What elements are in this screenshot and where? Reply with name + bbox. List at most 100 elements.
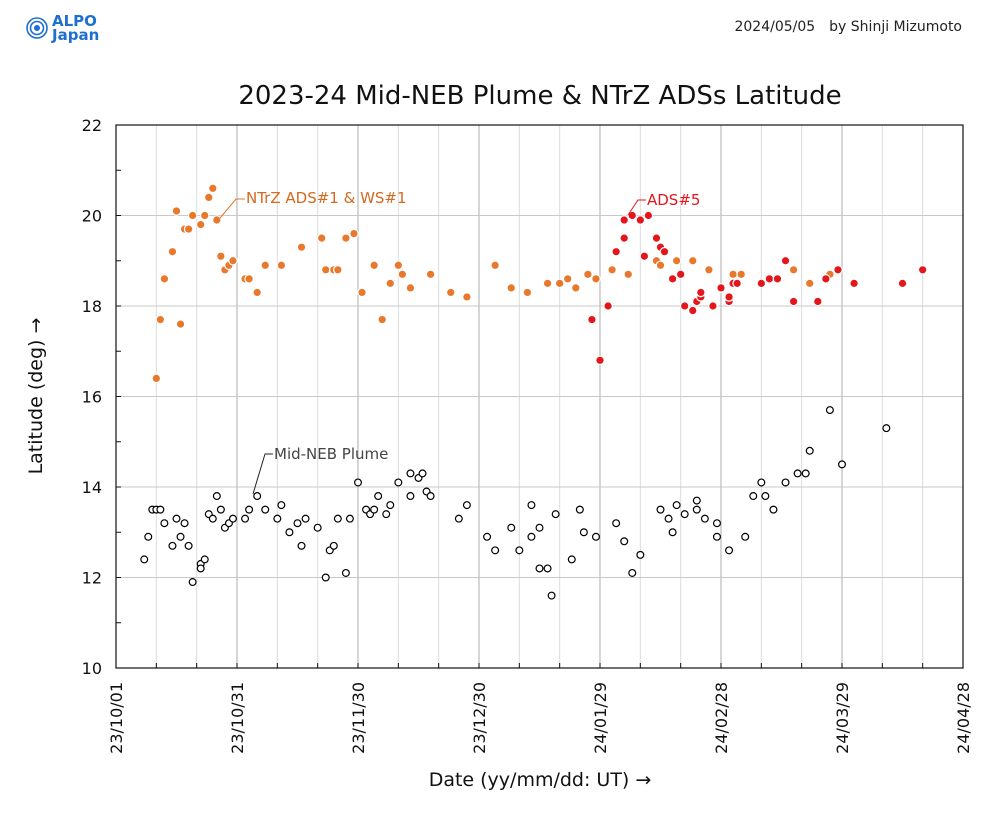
ntrz-point	[244, 274, 254, 284]
plume-point	[781, 478, 790, 487]
ads5-point	[772, 274, 783, 284]
plume-label-leader	[252, 453, 273, 495]
plume-label: Mid-NEB Plume	[274, 445, 388, 463]
plume-point	[160, 519, 169, 528]
plume-point	[172, 514, 181, 523]
plume-point	[370, 505, 379, 514]
ntrz-point	[736, 269, 746, 280]
x-tick-label: 23/10/31	[228, 682, 247, 754]
plume-point	[575, 505, 584, 514]
plume-point	[527, 501, 536, 510]
ads5-point	[675, 269, 686, 280]
ads5-point	[651, 233, 662, 243]
plume-point	[200, 555, 209, 564]
ads5-point	[627, 210, 638, 221]
ntrz-point	[728, 269, 738, 280]
ntrz-point	[159, 274, 170, 284]
ntrz-point	[671, 255, 682, 266]
ntrz-point	[212, 215, 222, 225]
plume-point	[507, 523, 516, 532]
y-tick-label: 12	[82, 569, 102, 588]
author-credit: by Shinji Mizumoto	[829, 19, 962, 35]
ntrz-point	[175, 319, 186, 329]
ntrz-point	[704, 264, 714, 275]
ntrz-point	[228, 255, 238, 266]
plume-point	[483, 532, 492, 541]
plume-point	[144, 532, 153, 541]
plume-point	[712, 532, 721, 541]
chart-title: 2023-24 Mid-NEB Plume & NTrZ ADSs Latitu…	[238, 81, 841, 111]
ntrz-point	[397, 269, 408, 280]
plume-point	[454, 514, 463, 523]
plume-point	[591, 532, 600, 541]
plume-point	[612, 519, 621, 528]
ntrz-point	[199, 210, 210, 221]
plume-point	[680, 510, 689, 519]
plume-point	[293, 519, 302, 528]
x-tick-label: 24/01/29	[591, 682, 610, 754]
plume-point	[245, 505, 254, 514]
ntrz-point	[260, 260, 271, 271]
x-tick-label: 24/04/28	[954, 682, 973, 754]
ads5-point	[639, 251, 650, 262]
ntrz-point	[522, 287, 533, 298]
plume-point	[692, 496, 701, 505]
plume-point	[620, 537, 629, 546]
plume-point	[285, 528, 294, 537]
ntrz-point	[203, 192, 214, 203]
annotations: NTrZ ADS#1 & WS#1 ADS#5 Mid-NEB Plume	[219, 189, 700, 495]
ntrz-point	[320, 264, 331, 275]
y-tick-label: 18	[82, 297, 102, 316]
ads5-point	[611, 246, 621, 257]
ntrz-point	[341, 233, 351, 243]
ads5-point	[587, 314, 597, 325]
axis-ticks: 10 12 14 16 18 20 22 23/10/01 23/10/31 23/11/30 23…	[82, 116, 973, 754]
plume-point	[301, 514, 310, 523]
y-tick-label: 10	[82, 659, 102, 678]
y-axis-title: Latitude (deg) →	[25, 318, 47, 475]
ntrz-label: NTrZ ADS#1 & WS#1	[246, 189, 407, 207]
plume-point	[672, 501, 681, 510]
plume-point	[188, 578, 197, 587]
plume-point	[168, 541, 177, 550]
plume-point	[664, 514, 673, 523]
y-tick-label: 20	[82, 207, 102, 226]
plume-point	[216, 505, 225, 514]
ads5-point	[788, 296, 799, 307]
plume-point	[761, 492, 770, 501]
plume-point	[712, 519, 721, 528]
plume-point	[692, 505, 701, 514]
ads5-point	[812, 296, 823, 307]
plume-point	[345, 514, 354, 523]
plume-point	[382, 510, 391, 519]
plume-point	[253, 492, 262, 501]
ads5-point	[679, 301, 690, 311]
ntrz-point	[296, 242, 307, 252]
plume-point	[527, 532, 536, 541]
plume-point	[241, 514, 250, 523]
ads5-point	[603, 301, 613, 311]
ntrz-point	[171, 206, 182, 216]
plume-point	[140, 555, 149, 564]
alpo-japan-logo: ALPO Japan	[26, 14, 99, 43]
plume-point	[793, 469, 802, 478]
ntrz-point	[151, 373, 162, 384]
ads5-point	[643, 210, 654, 221]
ntrz-point	[506, 283, 517, 293]
ads5-point	[659, 246, 670, 257]
plume-point	[406, 492, 415, 501]
plume-point	[628, 568, 637, 577]
plume-point	[668, 528, 677, 537]
ntrz-point	[562, 274, 573, 284]
ntrz-point	[316, 233, 327, 243]
plume-point	[491, 546, 500, 555]
plume-point	[882, 424, 891, 433]
ntrz-point	[583, 269, 593, 280]
y-tick-label: 14	[82, 478, 102, 497]
ntrz-point	[462, 292, 472, 302]
plume-point	[725, 546, 734, 555]
plume-point	[196, 564, 205, 573]
x-tick-label: 24/02/28	[712, 682, 731, 754]
ntrz-point	[591, 274, 601, 284]
